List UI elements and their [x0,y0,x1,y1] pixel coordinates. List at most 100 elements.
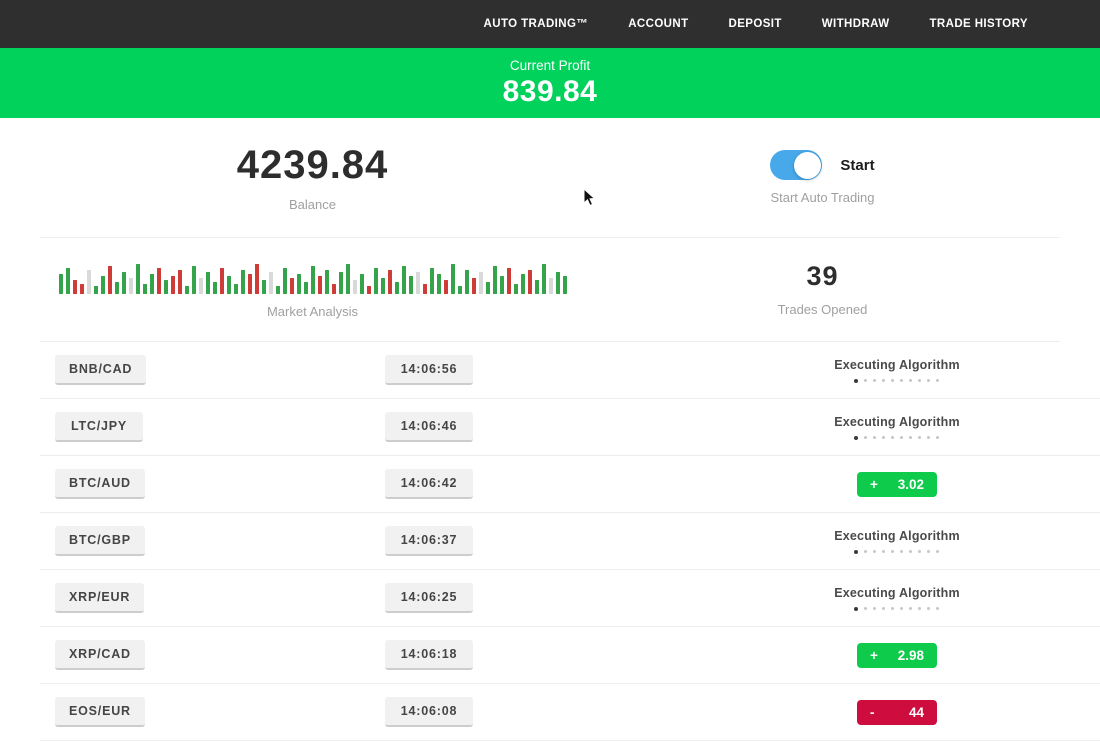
profit-badge: +2.98 [857,642,937,668]
market-bar [184,286,189,294]
market-bar [114,282,119,294]
market-bar [359,274,364,294]
pair-badge[interactable]: BNB/CAD [55,355,147,385]
market-bar [93,286,98,294]
loader-dot [936,436,940,439]
market-bar [429,268,434,294]
market-bar [58,274,63,294]
loader-dot [900,436,904,439]
market-bar [366,286,371,294]
loader-dot [936,550,940,553]
loader-dot [873,550,877,553]
pair-badge[interactable]: XRP/EUR [55,583,145,613]
market-bar [247,274,252,294]
market-bar [254,264,259,294]
loader-dot [891,379,895,382]
market-bar [324,270,329,294]
market-bar [149,274,154,294]
market-bar [163,280,168,294]
loader-dot [854,606,859,611]
market-bar [534,280,539,294]
market-bar [331,284,336,294]
market-analysis-label: Market Analysis [266,304,359,319]
market-bar [191,266,196,294]
nav-item-trade-history[interactable]: TRADE HISTORY [929,18,1028,30]
market-bar [464,270,469,294]
loader-dot [873,607,877,610]
market-bar [177,270,182,294]
time-badge: 14:06:37 [385,526,473,556]
pair-badge[interactable]: EOS/EUR [55,697,145,727]
nav-item-auto-trading[interactable]: AUTO TRADING™ [483,18,589,30]
market-bar [107,266,112,294]
loader-dot [900,607,904,610]
market-bar [170,276,175,294]
time-badge: 14:06:18 [385,640,473,670]
market-bar [401,266,406,294]
loader-dot [936,379,940,382]
loader-dot [909,379,913,382]
market-bar [121,272,126,294]
pair-badge[interactable]: BTC/GBP [55,526,145,556]
loader-dot [909,607,913,610]
market-bar [226,276,231,294]
top-nav: AUTO TRADING™ ACCOUNT DEPOSIT WITHDRAW TRADE… [0,0,1100,48]
nav-item-deposit[interactable]: DEPOSIT [728,18,782,30]
toggle-label: Start [840,156,875,174]
status-executing: Executing Algorithm [834,358,960,383]
market-bar [135,264,140,294]
trade-row-xrp-eur: XRP/EUR 14:06:25 Executing Algorithm [40,570,1100,627]
loader-dot [864,436,868,439]
nav-item-withdraw[interactable]: WITHDRAW [821,18,890,30]
market-bar [394,282,399,294]
market-bar [415,272,420,294]
auto-trading-toggle[interactable] [770,150,823,180]
trade-row-btc-aud: BTC/AUD 14:06:42 +3.02 [40,456,1100,513]
nav-item-account[interactable]: ACCOUNT [628,18,689,30]
market-bar [310,266,315,294]
market-bar [338,272,343,294]
loader-dot [873,379,877,382]
loader-dots [854,606,940,611]
market-bar [562,276,567,294]
pair-badge[interactable]: BTC/AUD [55,469,145,499]
time-badge: 14:06:25 [385,583,473,613]
current-profit-value: 839.84 [502,74,598,108]
loader-dot [927,550,931,553]
loader-dot [918,607,922,610]
pair-badge[interactable]: LTC/JPY [55,412,143,442]
loader-dot [882,379,886,382]
market-bar [289,278,294,294]
loader-dot [918,550,922,553]
loader-dot [882,607,886,610]
loader-dot [927,379,931,382]
market-bar [380,278,385,294]
market-bar [513,284,518,294]
current-profit-banner: Current Profit 839.84 [0,48,1100,118]
loader-dots [854,435,940,440]
executing-label: Executing Algorithm [834,528,960,543]
market-bar [142,284,147,294]
pair-badge[interactable]: XRP/CAD [55,640,145,670]
market-bar [86,270,91,294]
loader-dot [936,607,940,610]
market-bar [219,268,224,294]
loader-dot [891,436,895,439]
market-bar [212,282,217,294]
market-bar [100,276,105,294]
toggle-knob [793,151,821,179]
loader-dot [864,607,868,610]
market-bar [450,264,455,294]
market-bar [548,278,553,294]
loader-dot [854,378,859,383]
loader-dot [854,435,859,440]
trades-opened-value: 39 [806,261,839,292]
trade-row-ltc-jpy: LTC/JPY 14:06:46 Executing Algorithm [40,399,1100,456]
balance-value: 4239.84 [236,143,389,187]
market-bar [499,276,504,294]
loader-dot [882,436,886,439]
loader-dots [854,549,940,554]
loader-dot [854,549,859,554]
market-bar [471,278,476,294]
loader-dot [918,436,922,439]
